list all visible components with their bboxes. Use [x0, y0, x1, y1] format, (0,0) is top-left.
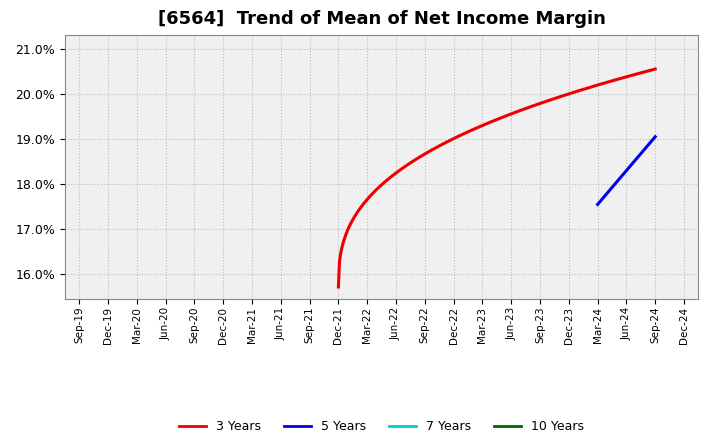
Title: [6564]  Trend of Mean of Net Income Margin: [6564] Trend of Mean of Net Income Margi… [158, 10, 606, 28]
Legend: 3 Years, 5 Years, 7 Years, 10 Years: 3 Years, 5 Years, 7 Years, 10 Years [174, 415, 590, 438]
